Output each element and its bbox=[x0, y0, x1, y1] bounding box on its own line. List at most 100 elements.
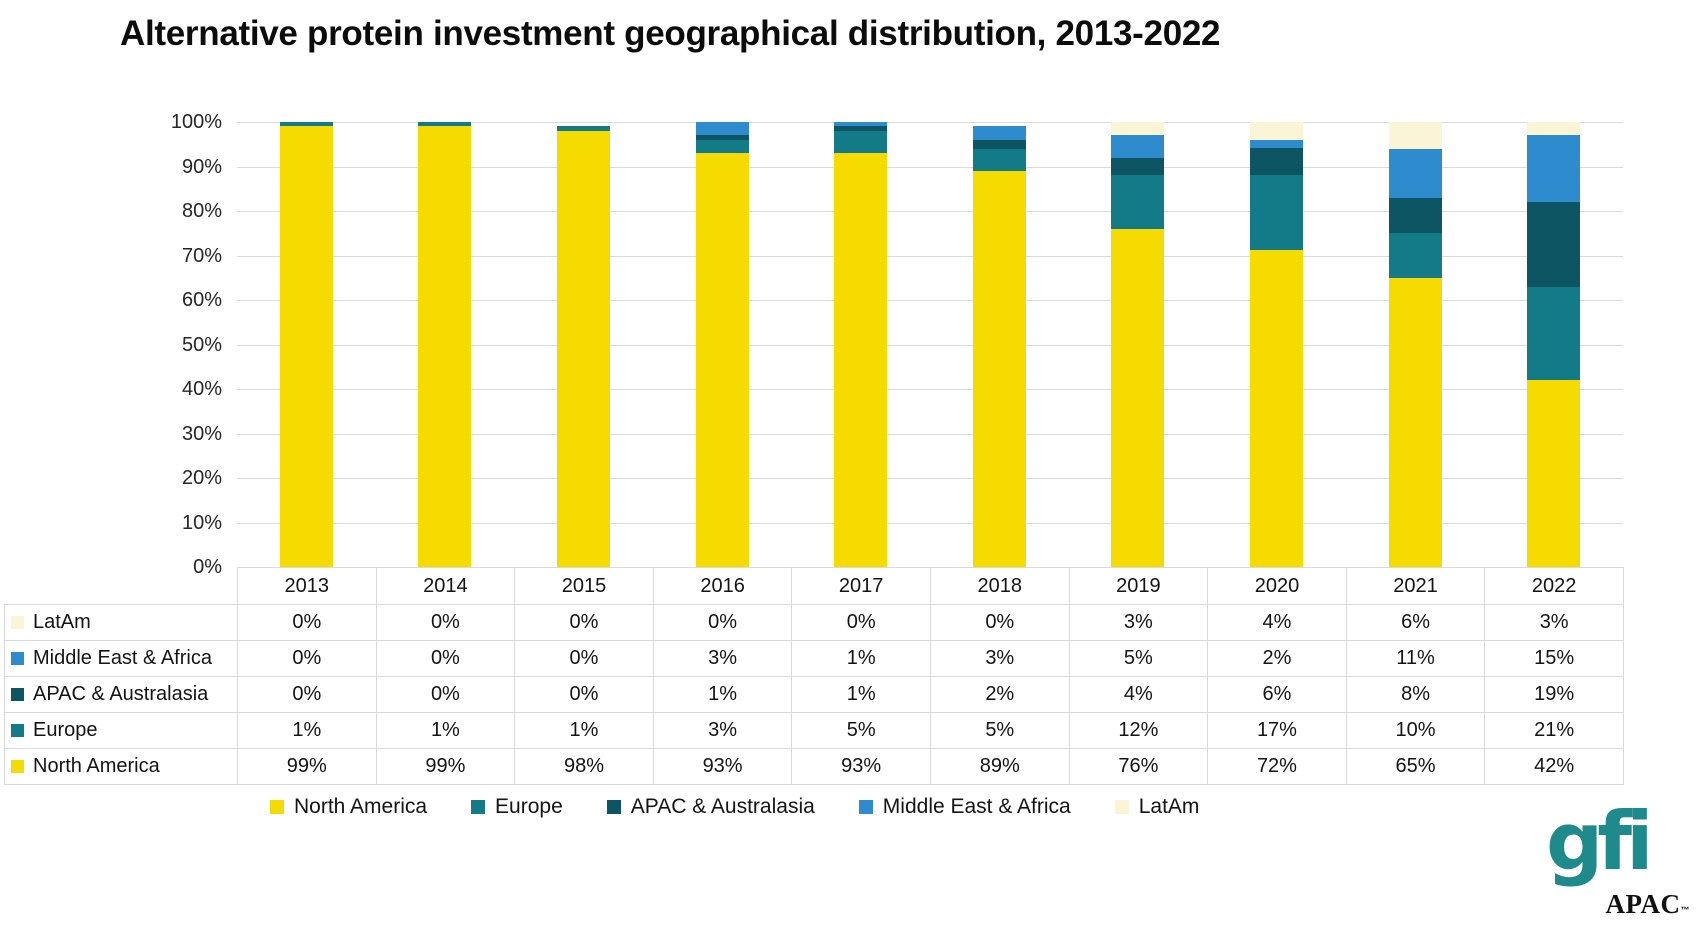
value-cell: 10% bbox=[1345, 712, 1486, 749]
bar-segment bbox=[834, 126, 888, 131]
year-header-cell: 2017 bbox=[791, 567, 931, 605]
gridline bbox=[237, 433, 1623, 435]
bar-segment bbox=[1527, 202, 1581, 287]
y-axis-tick-label: 10% bbox=[181, 511, 222, 534]
series-label-cell: APAC & Australasia bbox=[4, 676, 238, 713]
year-header-cell: 2018 bbox=[929, 567, 1070, 605]
chart-legend: North America Europe APAC & Australasia Mid… bbox=[270, 792, 1199, 822]
value-cell: 0% bbox=[375, 604, 516, 641]
plot-area: 0% 10% 20% 30% 40% 50% 60% 70% 80% 90% 100% bbox=[171, 111, 1623, 578]
bar-segment bbox=[1111, 122, 1165, 136]
bar-stack-2020 bbox=[1250, 122, 1303, 567]
value-cell: 5% bbox=[1068, 640, 1209, 677]
gfi-logo-region-text: APAC bbox=[1605, 889, 1681, 919]
legend-label: Middle East & Africa bbox=[882, 795, 1071, 818]
value-cell: 4% bbox=[1207, 604, 1347, 641]
gridline bbox=[237, 478, 1623, 479]
year-header-cell: 2013 bbox=[237, 567, 377, 605]
value-cell: 0% bbox=[237, 676, 377, 713]
bar-segment bbox=[1250, 139, 1303, 149]
bar-segment bbox=[972, 126, 1026, 140]
bar-segment bbox=[1388, 122, 1442, 149]
series-color-swatch bbox=[11, 688, 24, 701]
gridline bbox=[237, 166, 1623, 168]
value-cell: 0% bbox=[652, 604, 793, 641]
value-cell: 99% bbox=[237, 748, 377, 785]
series-color-swatch bbox=[11, 652, 24, 665]
bar-segment bbox=[1527, 286, 1581, 381]
y-axis-tick-label: 70% bbox=[181, 244, 222, 267]
series-label-cell: LatAm bbox=[4, 604, 238, 641]
bar-stack-2022 bbox=[1527, 122, 1581, 567]
bar-segment bbox=[1111, 157, 1165, 176]
value-cell: 1% bbox=[791, 640, 931, 677]
legend-item: APAC & Australasia bbox=[606, 795, 815, 819]
gridline bbox=[237, 522, 1623, 524]
gridline bbox=[237, 389, 1623, 390]
y-axis-tick-label: 50% bbox=[181, 333, 222, 356]
value-cell: 42% bbox=[1484, 748, 1624, 785]
value-cell: 0% bbox=[791, 604, 931, 641]
value-cell: 17% bbox=[1207, 712, 1347, 749]
value-cell: 1% bbox=[791, 676, 931, 713]
y-axis-tick-label: 100% bbox=[170, 111, 222, 133]
value-cell: 5% bbox=[791, 712, 931, 749]
value-cell: 6% bbox=[1345, 604, 1486, 641]
legend-label: North America bbox=[294, 795, 428, 818]
value-cell: 8% bbox=[1345, 676, 1486, 713]
bar-segment bbox=[557, 130, 610, 567]
legend-item: North America bbox=[270, 795, 427, 819]
series-label: North America bbox=[33, 755, 160, 777]
legend-label: LatAm bbox=[1138, 795, 1200, 818]
year-header-cell: 2014 bbox=[375, 567, 516, 605]
year-header-cell: 2021 bbox=[1345, 567, 1486, 605]
bar-segment bbox=[279, 126, 333, 567]
table-row: North America 99% 99% 98% 93% 93% 89% 76% 72% 65%… bbox=[4, 748, 1624, 785]
bar-stack-2013 bbox=[279, 122, 333, 567]
value-cell: 89% bbox=[929, 748, 1070, 785]
bar-segment bbox=[1250, 122, 1303, 140]
legend-label: APAC & Australasia bbox=[630, 795, 815, 818]
value-cell: 5% bbox=[929, 712, 1070, 749]
value-cell: 0% bbox=[514, 640, 654, 677]
chart-title: Alternative protein investment geographi… bbox=[120, 14, 1221, 53]
legend-label: Europe bbox=[495, 795, 563, 818]
bar-segment bbox=[1111, 228, 1165, 567]
table-row: LatAm 0% 0% 0% 0% 0% 0% 3% 4% 6% 3% bbox=[4, 604, 1624, 641]
bar-segment bbox=[972, 148, 1026, 171]
series-label-cell: North America bbox=[4, 748, 238, 785]
gfi-logo-mark: gfi bbox=[1546, 795, 1653, 888]
bar-segment bbox=[1388, 148, 1442, 198]
value-cell: 0% bbox=[375, 676, 516, 713]
value-cell: 0% bbox=[375, 640, 516, 677]
bar-segment bbox=[834, 153, 888, 567]
value-cell: 4% bbox=[1068, 676, 1209, 713]
bar-segment bbox=[557, 126, 610, 131]
value-cell: 99% bbox=[375, 748, 516, 785]
table-row: APAC & Australasia 0% 0% 0% 1% 1% 2% 4% 6% 8% 19% bbox=[4, 676, 1624, 713]
value-cell: 93% bbox=[791, 748, 931, 785]
table-row: Middle East & Africa 0% 0% 0% 3% 1% 3% 5% 2% 11% 1… bbox=[4, 640, 1624, 677]
legend-item: Middle East & Africa bbox=[858, 795, 1071, 819]
bar-segment bbox=[972, 170, 1026, 567]
series-color-swatch bbox=[11, 724, 24, 737]
bar-segment bbox=[834, 130, 888, 154]
gridline bbox=[237, 300, 1623, 301]
bar-stack-2021 bbox=[1388, 122, 1442, 567]
value-cell: 0% bbox=[237, 604, 377, 641]
series-label-cell: Europe bbox=[4, 712, 238, 749]
legend-item: Europe bbox=[471, 795, 563, 819]
year-header-cell: 2020 bbox=[1207, 567, 1347, 605]
gfi-logo-region: APAC™ bbox=[1606, 889, 1690, 920]
bar-segment bbox=[1250, 148, 1303, 175]
year-header-cell: 2022 bbox=[1484, 567, 1624, 605]
bar-segment bbox=[1527, 380, 1581, 567]
value-cell: 3% bbox=[1484, 604, 1624, 641]
bar-segment bbox=[695, 153, 749, 567]
value-cell: 19% bbox=[1484, 676, 1624, 713]
y-axis-tick-label: 0% bbox=[193, 556, 222, 578]
y-axis-tick-label: 30% bbox=[181, 422, 222, 445]
value-cell: 6% bbox=[1207, 676, 1347, 713]
bar-segment bbox=[1388, 197, 1442, 234]
gridline bbox=[237, 122, 1623, 123]
